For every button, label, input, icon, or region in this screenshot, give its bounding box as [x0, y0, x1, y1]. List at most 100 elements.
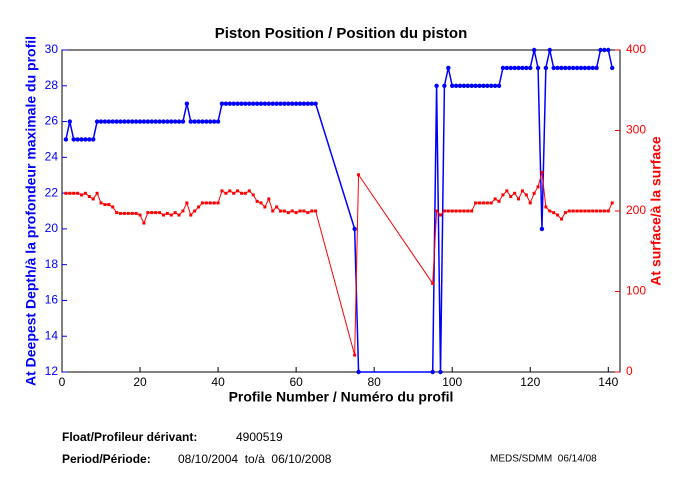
- point: [575, 209, 579, 213]
- point: [122, 119, 127, 124]
- y-tick-label: 14: [45, 328, 59, 342]
- point: [520, 65, 525, 71]
- point: [102, 119, 108, 124]
- point: [461, 83, 467, 88]
- point: [142, 221, 146, 225]
- point: [286, 101, 291, 106]
- point: [540, 170, 544, 174]
- point: [192, 119, 197, 124]
- point: [114, 119, 119, 124]
- point: [559, 65, 564, 71]
- point: [509, 195, 513, 199]
- x-tick-label: 100: [442, 375, 462, 389]
- point: [83, 191, 87, 195]
- point: [352, 226, 357, 232]
- point: [239, 101, 244, 106]
- point: [470, 209, 474, 213]
- point: [446, 65, 451, 71]
- point: [235, 101, 240, 106]
- point: [481, 201, 485, 205]
- point: [282, 101, 287, 106]
- plot-frame: [61, 49, 621, 373]
- float-id: 4900519: [236, 430, 283, 444]
- point: [598, 47, 603, 53]
- x-tick-label: 40: [211, 375, 225, 389]
- point: [169, 213, 173, 217]
- point: [559, 217, 563, 221]
- period-label: Period/Période:: [62, 452, 151, 466]
- point: [563, 211, 567, 215]
- point: [275, 205, 279, 209]
- point: [547, 47, 552, 53]
- point: [184, 101, 190, 106]
- point: [165, 211, 169, 215]
- point: [465, 83, 471, 88]
- point: [251, 101, 256, 106]
- point: [453, 83, 459, 88]
- point: [115, 211, 119, 215]
- point: [489, 201, 493, 205]
- point: [469, 83, 474, 88]
- point: [305, 101, 311, 106]
- point: [158, 211, 162, 215]
- point: [231, 101, 236, 106]
- point: [539, 226, 545, 232]
- x-axis-label: Profile Number / Numéro du profil: [229, 389, 454, 405]
- point: [598, 209, 602, 213]
- point: [602, 47, 607, 53]
- point: [473, 83, 478, 88]
- x-tick-label: 80: [367, 375, 381, 389]
- point: [543, 65, 549, 71]
- point: [75, 137, 80, 142]
- point: [232, 191, 236, 195]
- point: [149, 119, 154, 124]
- point: [516, 65, 521, 71]
- point: [138, 213, 142, 217]
- point: [481, 83, 486, 88]
- point: [290, 101, 295, 106]
- point: [536, 185, 540, 189]
- point: [551, 65, 556, 71]
- point: [556, 213, 560, 217]
- point: [200, 201, 204, 205]
- point: [247, 101, 252, 106]
- period: 08/10/2004 to/à 06/10/2008: [178, 452, 332, 466]
- point: [435, 209, 439, 213]
- point: [567, 65, 572, 71]
- point: [485, 201, 489, 205]
- point: [208, 119, 213, 124]
- point: [153, 119, 158, 124]
- point: [512, 65, 517, 71]
- point: [274, 101, 279, 106]
- point: [356, 369, 361, 375]
- point: [582, 65, 588, 71]
- point: [227, 101, 232, 106]
- point: [224, 191, 228, 195]
- point: [493, 197, 497, 201]
- point: [290, 209, 294, 213]
- y-tick-label: 30: [45, 42, 59, 56]
- point: [279, 209, 283, 213]
- point: [146, 211, 150, 215]
- point: [474, 201, 478, 205]
- point: [87, 195, 91, 199]
- point: [446, 209, 450, 213]
- point: [189, 213, 193, 217]
- y-tick-label: 26: [45, 114, 59, 128]
- point: [466, 209, 470, 213]
- point: [80, 193, 84, 197]
- point: [567, 209, 571, 213]
- point: [68, 191, 72, 195]
- point: [181, 209, 185, 213]
- point: [477, 83, 482, 88]
- point: [357, 173, 361, 177]
- point: [130, 119, 135, 124]
- point: [298, 209, 302, 213]
- point: [513, 191, 517, 195]
- point: [91, 137, 96, 142]
- point: [87, 137, 92, 142]
- point: [94, 119, 100, 124]
- point: [552, 211, 556, 215]
- point: [594, 65, 599, 71]
